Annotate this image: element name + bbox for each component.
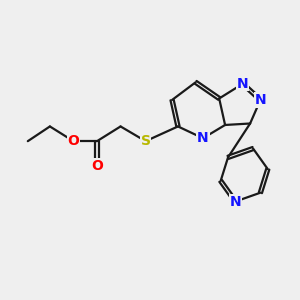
Text: O: O — [91, 159, 103, 173]
Text: O: O — [68, 134, 80, 148]
Text: N: N — [237, 77, 249, 91]
Text: N: N — [255, 93, 266, 107]
Text: N: N — [230, 194, 241, 208]
Text: S: S — [141, 134, 151, 148]
Text: N: N — [197, 131, 209, 145]
